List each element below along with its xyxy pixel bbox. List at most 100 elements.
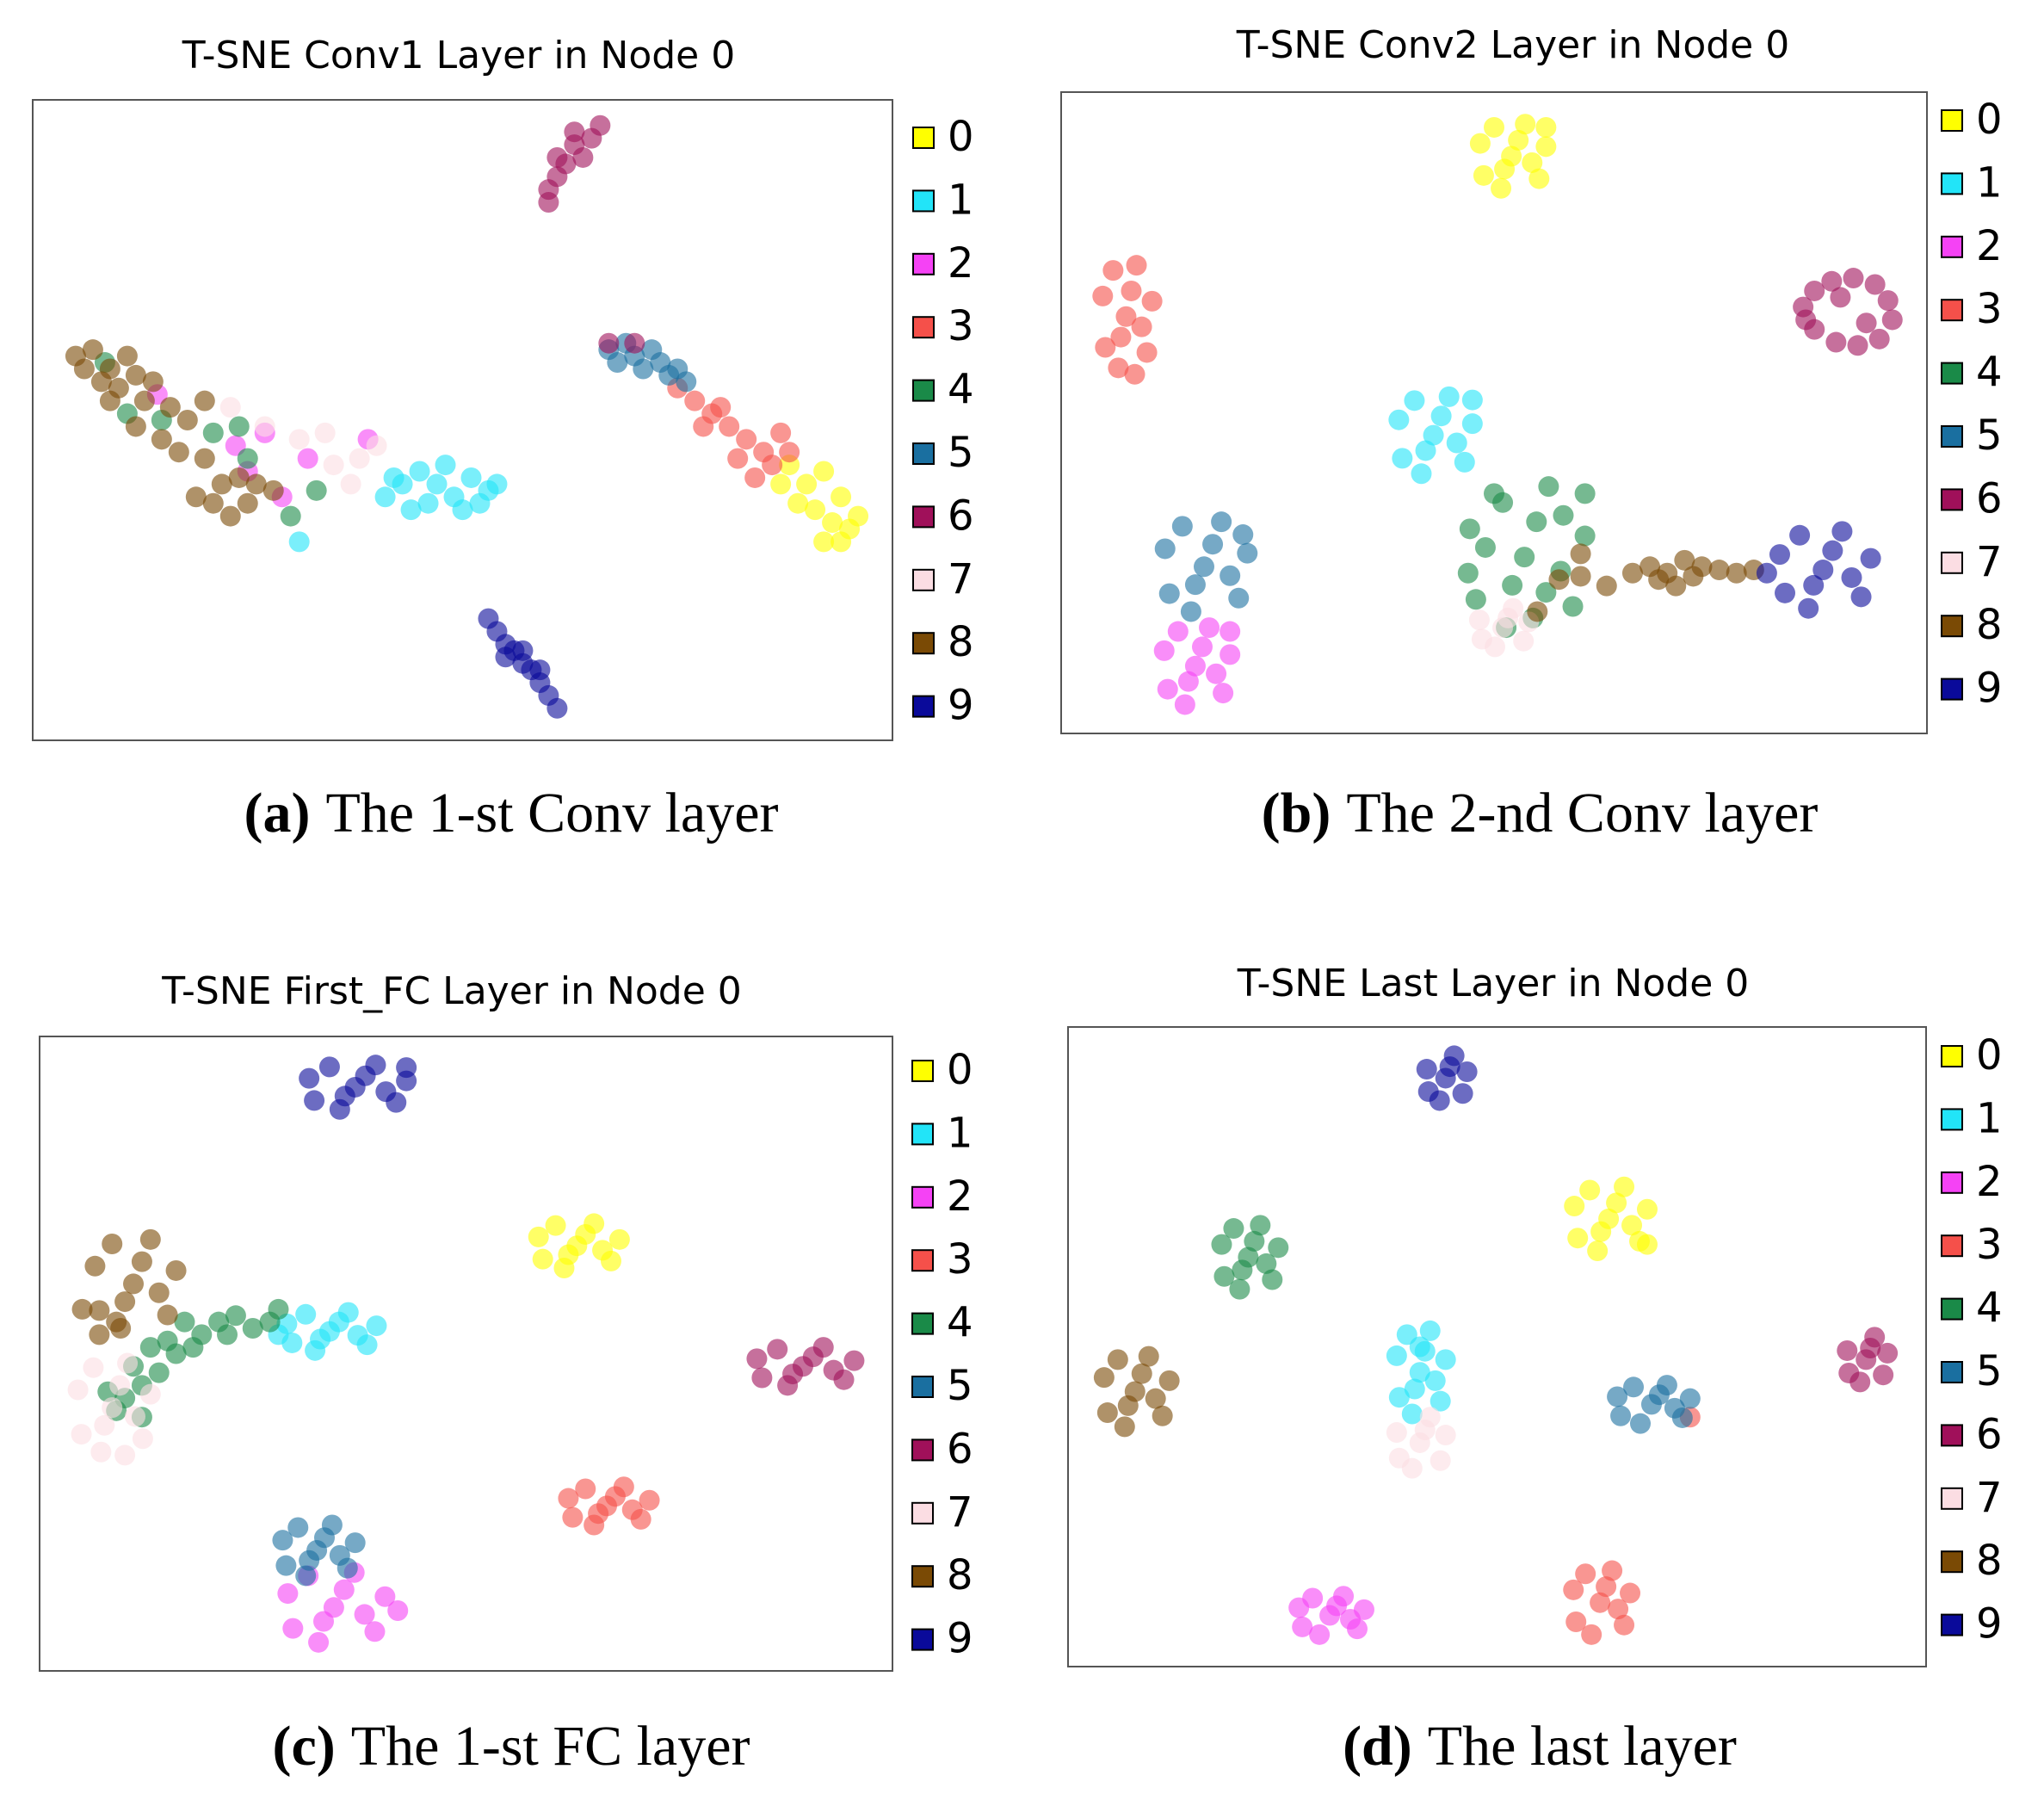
legend-label: 8 [947, 1551, 973, 1599]
point [1527, 601, 1548, 622]
caption-text: The 1-st FC layer [351, 1715, 750, 1778]
point [277, 1583, 299, 1605]
point [282, 1618, 304, 1639]
point [1587, 1240, 1609, 1262]
point [831, 486, 852, 508]
caption-label: (d) [1343, 1715, 1412, 1778]
point [219, 397, 241, 418]
point [667, 358, 689, 380]
point [604, 1486, 626, 1507]
point [1411, 463, 1432, 485]
point [1825, 331, 1847, 353]
legend-swatch [1941, 425, 1963, 448]
point [1614, 1614, 1635, 1636]
point [99, 390, 120, 411]
point [1388, 1447, 1410, 1469]
legend-swatch [1941, 615, 1963, 638]
point [1535, 136, 1557, 158]
point [237, 448, 258, 469]
legend-swatch [911, 1376, 934, 1398]
point [545, 1215, 566, 1236]
point [1262, 1269, 1283, 1290]
point [529, 659, 551, 681]
point [1107, 1349, 1128, 1370]
legend-label: 8 [948, 618, 974, 666]
legend-label: 1 [1976, 158, 2003, 207]
point [202, 422, 224, 443]
legend-label: 8 [1976, 1537, 2003, 1585]
point [1636, 1198, 1658, 1220]
point [217, 1324, 238, 1346]
legend-swatch [912, 505, 935, 529]
legend-swatch [911, 1628, 934, 1651]
legend-label: 1 [1976, 1094, 2003, 1142]
point [1564, 1196, 1585, 1217]
point [538, 192, 559, 213]
point [1596, 575, 1617, 597]
point [366, 435, 387, 456]
caption: (a) The 1-st Conv layer [244, 782, 778, 844]
legend-label: 5 [948, 429, 974, 477]
point [254, 416, 275, 437]
legend-swatch [1941, 551, 1963, 574]
point [1821, 270, 1843, 292]
point [1430, 405, 1452, 427]
point [1602, 1560, 1623, 1581]
point [383, 467, 404, 488]
point [727, 448, 749, 469]
point [73, 358, 95, 380]
point [1386, 1345, 1407, 1366]
point [1574, 483, 1596, 504]
legend-swatch [911, 1123, 934, 1146]
legend-swatch [1941, 1108, 1963, 1131]
point [762, 455, 783, 476]
point [1430, 1390, 1451, 1412]
point [1822, 540, 1843, 561]
point [639, 1489, 660, 1511]
point [744, 467, 766, 488]
point [1136, 342, 1158, 363]
point [1193, 556, 1214, 578]
point [1535, 582, 1557, 603]
point [1461, 413, 1483, 435]
point [452, 499, 473, 521]
point [1497, 607, 1519, 628]
point [313, 1527, 335, 1549]
point [1484, 116, 1504, 138]
point [1180, 601, 1201, 622]
point [1416, 1059, 1437, 1080]
point [114, 1444, 136, 1466]
point [1457, 562, 1479, 584]
point [1596, 1576, 1617, 1598]
point [1468, 609, 1490, 631]
legend-swatch [1941, 488, 1963, 511]
legend-swatch [1941, 1045, 1963, 1067]
legend-label: 9 [1976, 1600, 2003, 1649]
point [1789, 524, 1811, 546]
panel: T-SNE Last Layer in Node 0 0 1 2 3 4 5 6 7 8 9 (d) T… [1067, 962, 2003, 1778]
point [1775, 582, 1796, 603]
point [1508, 129, 1529, 151]
legend-swatch [1941, 1297, 1963, 1321]
legend-label: 6 [1976, 474, 2003, 523]
point [751, 1367, 773, 1389]
point [1474, 536, 1496, 558]
point [151, 429, 172, 450]
point [1302, 1587, 1324, 1609]
point [1841, 566, 1862, 588]
point [67, 1379, 89, 1401]
point [396, 1057, 417, 1079]
point [299, 1067, 320, 1089]
legend-label: 6 [947, 1425, 973, 1473]
point [139, 1383, 161, 1405]
point [1606, 1192, 1627, 1214]
point [1223, 1218, 1244, 1240]
point [299, 1550, 320, 1571]
point [779, 442, 800, 463]
caption: (b) The 2-nd Conv layer [1262, 782, 1819, 844]
point [334, 1086, 355, 1107]
legend-label: 2 [1976, 1158, 2003, 1206]
point [1435, 1349, 1456, 1370]
legend-label: 9 [947, 1615, 973, 1663]
